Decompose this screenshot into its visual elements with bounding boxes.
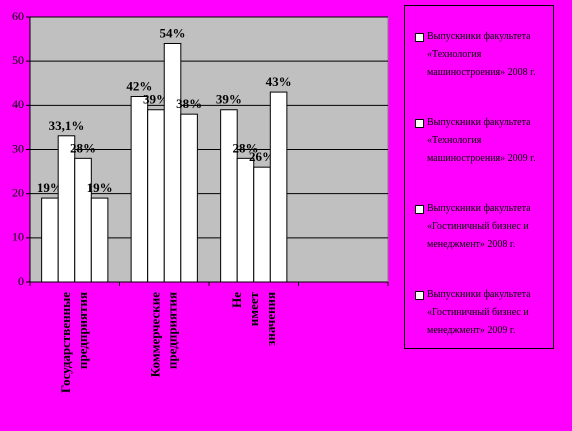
y-tick-label: 30 [12,141,24,155]
value-label: 33,1% [49,118,85,133]
value-label: 42% [126,78,152,93]
legend-entry: Выпускники факультета «Технология машино… [415,114,547,200]
legend-swatch [415,119,424,128]
legend-entry: Выпускники факультета «Гостиничный бизне… [415,286,547,372]
legend: Выпускники факультета «Технология машино… [404,5,554,349]
chart: 0 10 20 30 40 50 60 Государственные предприятия… [12,9,389,393]
bar [220,109,238,283]
bar [236,157,255,283]
value-label: 38% [176,96,202,111]
legend-label: Выпускники факультета «Гостиничный бизне… [427,289,531,336]
legend-entry: Выпускники факультета «Гостиничный бизне… [415,200,547,286]
legend-label: Выпускники факультета «Гостиничный бизне… [427,203,531,250]
bar [269,91,288,283]
value-label: 19% [37,180,63,195]
y-tick-label: 60 [12,9,24,23]
y-tick-label: 0 [18,274,24,288]
x-tick-label: Государственные предприятия [58,292,90,393]
bar [163,43,182,283]
bar [180,113,198,283]
legend-swatch [415,205,424,214]
bar [74,157,92,283]
bar [147,109,165,283]
bar [41,197,59,283]
value-label: 39% [143,92,169,107]
legend-entry: Выпускники факультета «Технология машино… [415,28,547,114]
y-tick-label: 10 [12,230,24,244]
y-tick-label: 40 [12,97,24,111]
value-label: 28% [232,140,258,155]
value-label: 43% [266,74,292,89]
legend-swatch [415,291,424,300]
legend-swatch [415,33,424,42]
legend-label: Выпускники факультета «Технология машино… [427,31,536,78]
bar [130,96,149,283]
value-label: 54% [160,25,186,40]
y-tick-label: 20 [12,185,24,199]
value-label: 39% [216,92,242,107]
x-tick-label: Коммерческие предприятия [147,292,179,377]
y-tick-label: 50 [12,53,24,67]
x-tick-label: Не имеет значения [229,291,278,349]
value-label: 26% [249,149,275,164]
bar [253,166,271,283]
bar [57,135,76,283]
legend-label: Выпускники факультета «Технология машино… [427,117,536,164]
bar [90,197,109,283]
value-label: 28% [70,140,96,155]
value-label: 19% [87,180,113,195]
